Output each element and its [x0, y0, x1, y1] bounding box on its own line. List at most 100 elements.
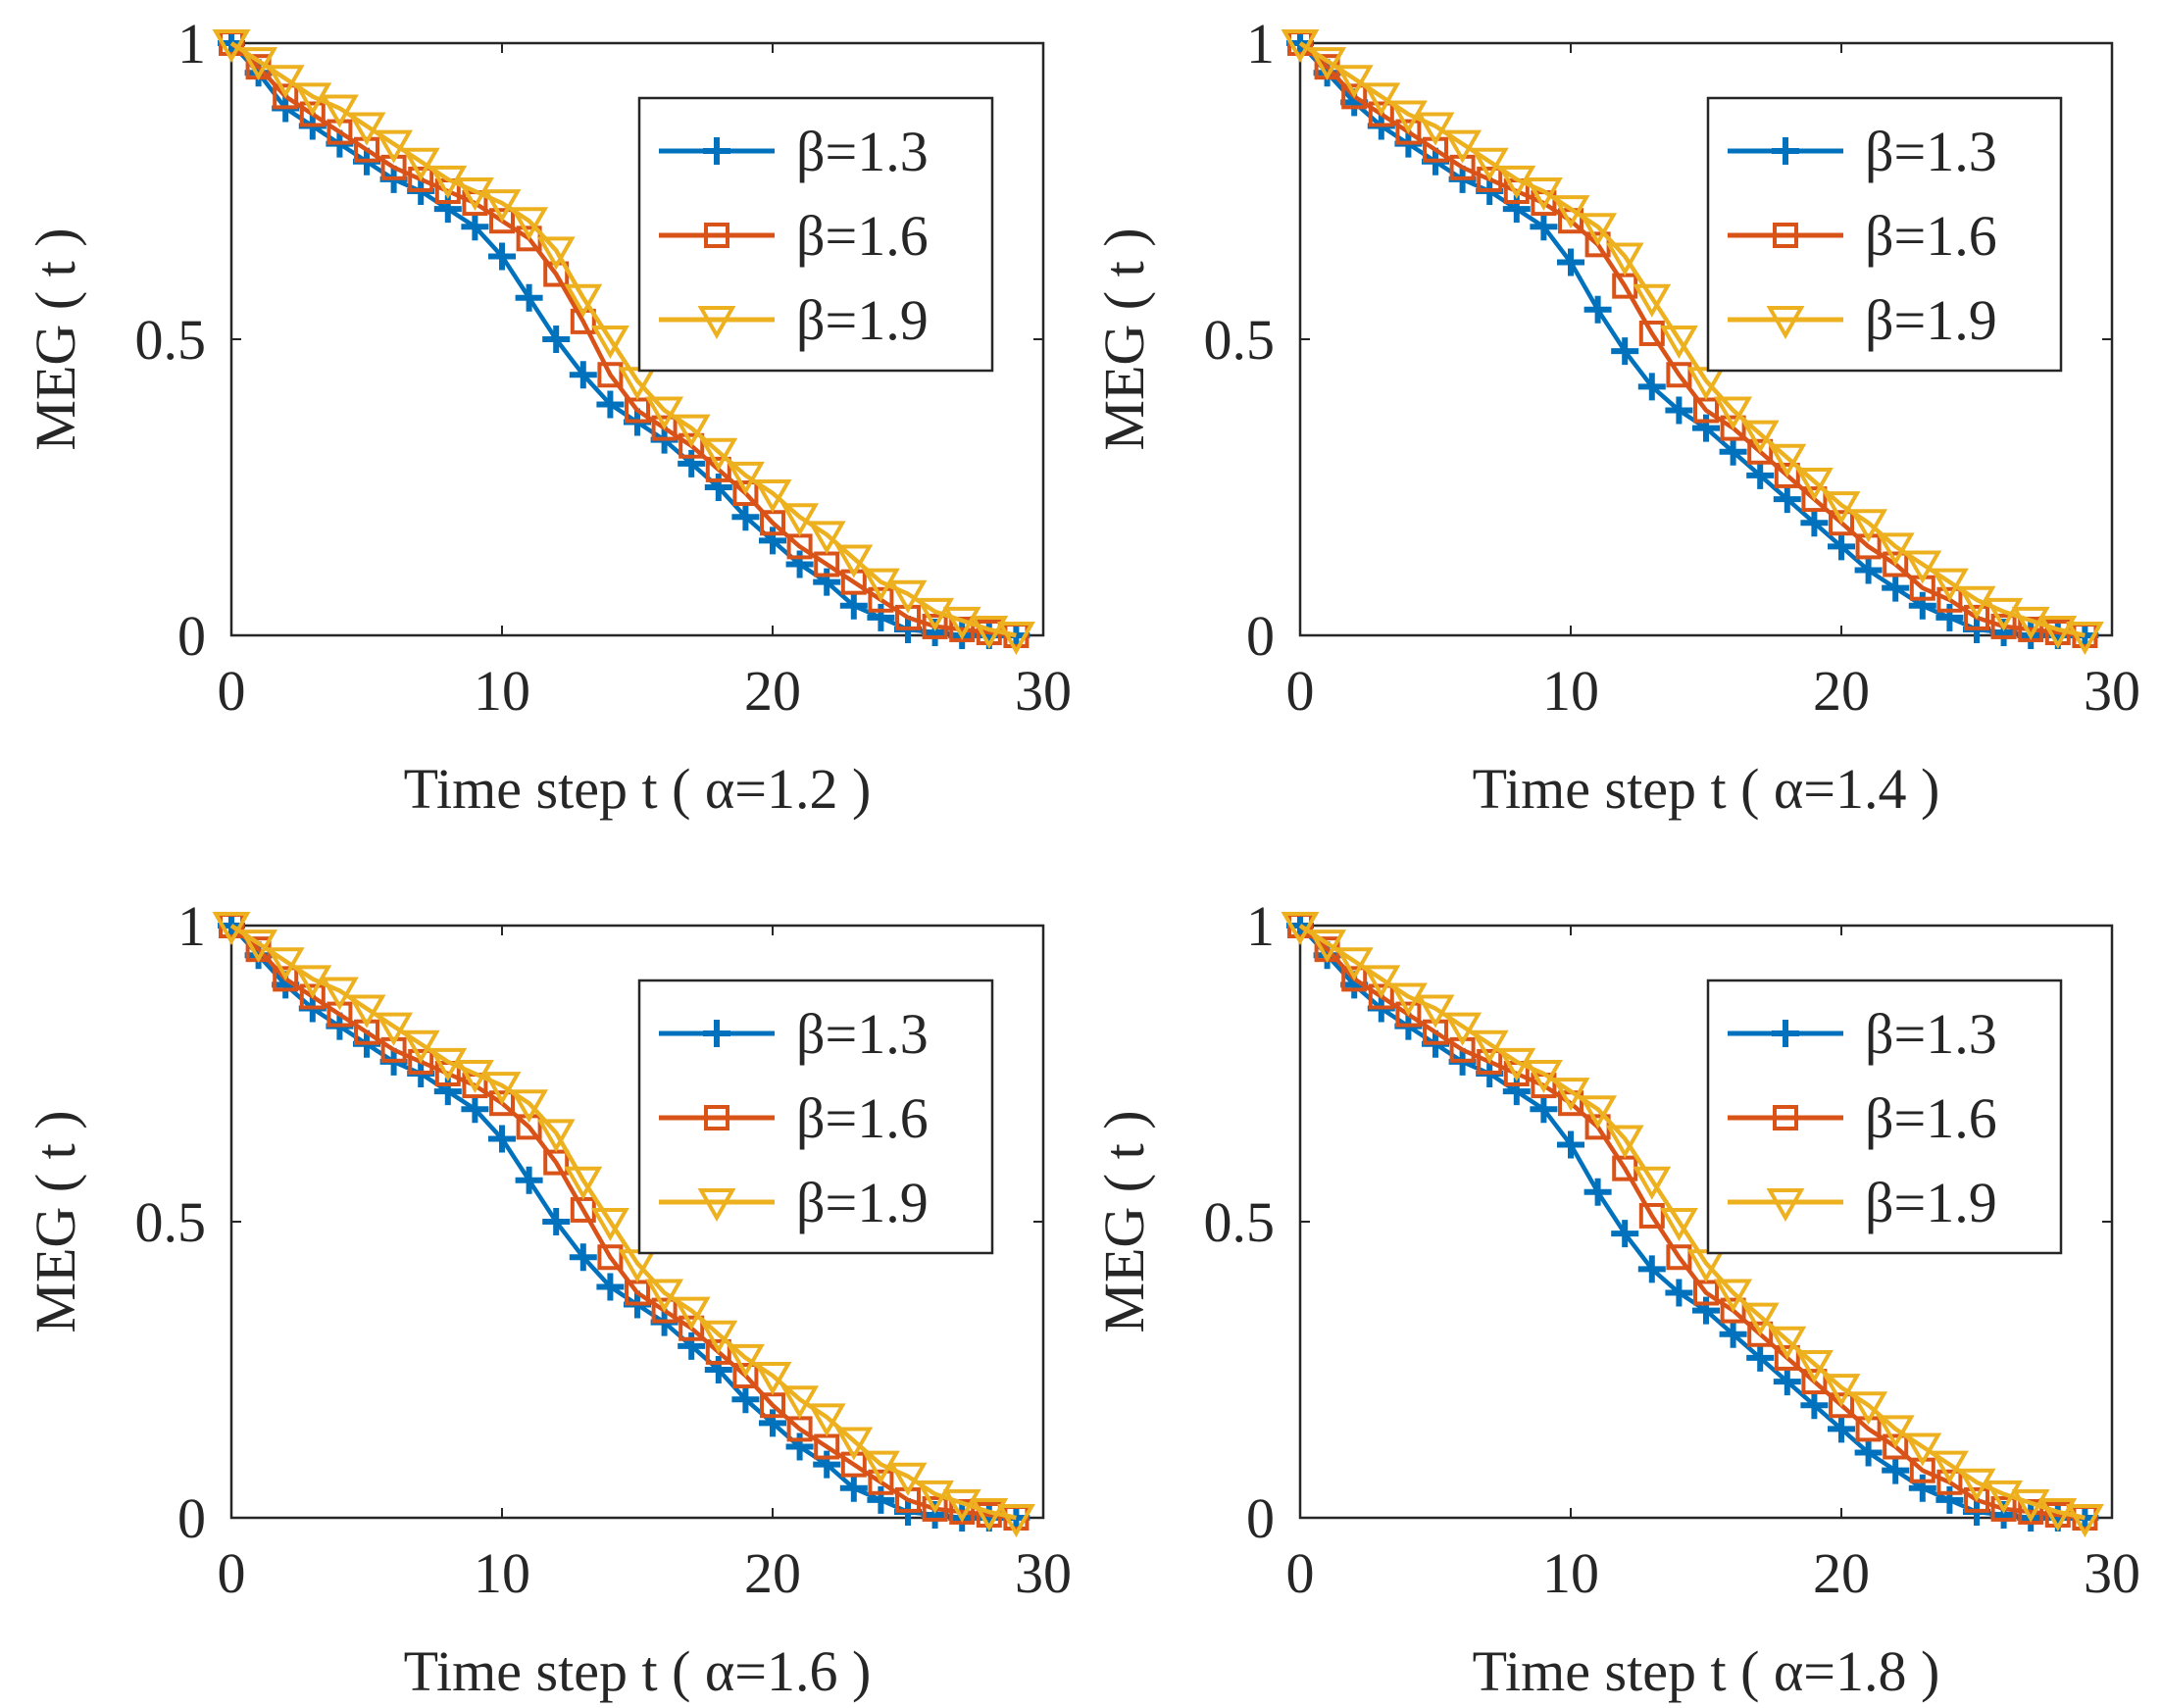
y-tick-label-0-5: 0.5 [135, 1190, 207, 1254]
series-marker [1633, 1166, 1672, 1200]
series-marker [293, 82, 332, 117]
series-marker [597, 362, 624, 388]
series-marker [1368, 101, 1394, 127]
series-marker [867, 603, 895, 631]
series-marker [996, 622, 1035, 656]
series-marker [1964, 1486, 1989, 1513]
series-marker [1666, 362, 1692, 388]
series-1-9 [1281, 912, 2104, 1538]
x-tick-label-30: 30 [2084, 1541, 2140, 1605]
series-marker [732, 480, 759, 507]
series-marker [861, 1450, 900, 1484]
series-marker [597, 1244, 624, 1271]
series-marker [651, 1297, 678, 1324]
series-marker [1388, 982, 1428, 1017]
y-tick-label-1: 1 [1246, 12, 1275, 75]
series-marker [320, 94, 359, 128]
series-marker [1665, 396, 1693, 425]
y-tick-label-0-5: 0.5 [1204, 308, 1276, 372]
series-marker [1747, 438, 1774, 465]
series-marker [1557, 248, 1584, 276]
series-marker [299, 101, 326, 127]
legend-marker [704, 223, 729, 248]
series-marker [461, 213, 489, 241]
series-marker [515, 283, 543, 312]
x-tick-label-20: 20 [1813, 1541, 1870, 1605]
series-marker [780, 1385, 820, 1420]
series-marker [1985, 597, 2024, 631]
legend-entry-1-3: β=1.3 [1865, 1002, 1997, 1066]
series-marker [401, 147, 440, 181]
legend-marker [1766, 1188, 1805, 1223]
series-marker [1747, 1321, 1774, 1347]
series-marker [678, 1331, 706, 1360]
series-marker [1686, 1249, 1726, 1283]
series-marker [510, 1089, 549, 1124]
series-marker [455, 177, 494, 212]
series-marker [1720, 1297, 1746, 1324]
series-marker [1524, 177, 1563, 212]
series-marker [1665, 1279, 1693, 1307]
series-marker [1477, 1048, 1503, 1075]
y-axis-label: MEG ( t ) [24, 1110, 87, 1332]
series-marker [1362, 82, 1401, 117]
series-marker [1362, 965, 1401, 999]
x-tick-label-0: 0 [218, 1541, 246, 1605]
x-tick-label-20: 20 [744, 659, 801, 723]
series-marker [536, 236, 576, 271]
series-marker [1551, 1078, 1590, 1112]
series-marker [212, 29, 251, 64]
series-marker [1985, 1480, 2024, 1514]
series-marker [785, 1432, 814, 1461]
series-marker [2038, 1497, 2078, 1532]
series-marker [1746, 461, 1775, 489]
chart-panel-1: 0 10 20 30 0 0.5 1 Time step t ( α=1.2 ) MEG ( t… [24, 12, 1072, 821]
series-marker [1957, 1468, 1996, 1502]
y-tick-label-1: 1 [1246, 894, 1275, 958]
y-tick-label-0: 0 [1246, 604, 1275, 668]
series-marker [867, 1485, 895, 1514]
series-marker [273, 966, 299, 992]
series-marker [1829, 1392, 1854, 1419]
series-marker [1637, 1255, 1666, 1283]
series-marker [1557, 1130, 1584, 1159]
x-tick-label-20: 20 [744, 1541, 801, 1605]
series-marker [922, 613, 948, 639]
x-axis-label: Time step t ( α=1.6 ) [404, 1639, 872, 1703]
series-marker [1497, 165, 1536, 199]
series-marker [320, 977, 359, 1011]
x-tick-label-10: 10 [474, 1541, 530, 1605]
series-marker [753, 1362, 792, 1396]
series-marker [347, 112, 386, 146]
series-marker [1829, 510, 1854, 536]
series-marker [433, 195, 462, 224]
series-marker [1882, 574, 1910, 602]
y-tick-label-0-5: 0.5 [1204, 1190, 1276, 1254]
series-marker [596, 1273, 625, 1301]
x-tick-label-10: 10 [474, 659, 530, 723]
series-marker [1605, 1125, 1644, 1159]
series-marker [916, 597, 955, 631]
series-marker [672, 1296, 711, 1331]
x-tick-label-0: 0 [218, 659, 246, 723]
legend-marker [704, 1105, 729, 1130]
series-marker [1936, 586, 1963, 613]
series-marker [461, 1095, 489, 1124]
series-marker [239, 929, 278, 964]
series-marker [834, 544, 874, 578]
series-marker [1876, 1415, 1915, 1449]
series-marker [375, 1012, 414, 1046]
series-marker [807, 1403, 846, 1437]
series-marker [888, 1462, 928, 1496]
legend-marker [703, 137, 730, 165]
series-marker [1497, 1047, 1536, 1081]
series-marker [699, 1320, 738, 1354]
series-marker [1281, 29, 1320, 64]
series-marker [1990, 613, 2017, 639]
series-marker [482, 1072, 522, 1106]
y-tick-label-0: 0 [177, 1486, 206, 1550]
series-marker [1659, 326, 1698, 360]
series-marker [1740, 420, 1780, 454]
series-marker [1822, 491, 1861, 526]
series-marker [970, 615, 1009, 649]
